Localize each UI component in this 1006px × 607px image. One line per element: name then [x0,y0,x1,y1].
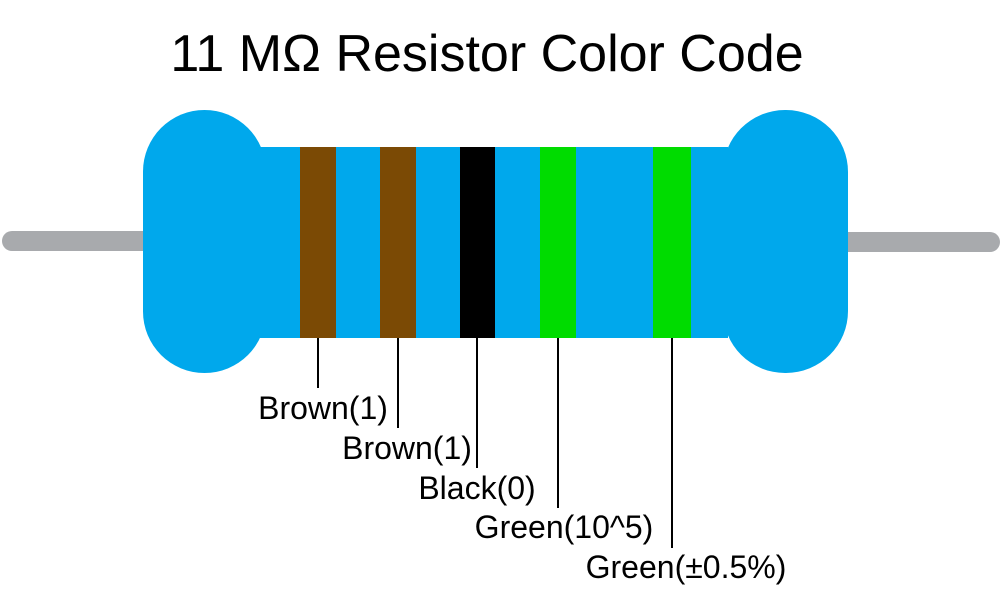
band-1-brown [300,147,336,338]
leader-line-band-4 [557,338,559,508]
band-4-green-multiplier [540,147,576,338]
band-label-4: Green(10^5) [474,509,654,545]
resistor-end-cap-left [143,110,266,373]
leader-line-band-3 [476,338,478,468]
leader-line-band-2 [397,338,399,428]
resistor-lead-left [2,231,145,251]
leader-line-band-5 [671,338,673,548]
band-5-green-tolerance [653,147,691,338]
band-label-5: Green(±0.5%) [585,549,787,585]
band-2-brown [380,147,416,338]
band-3-black [460,147,495,338]
resistor-lead-right [846,232,1000,252]
page-title: 11 MΩ Resistor Color Code [170,25,804,83]
leader-line-band-1 [317,338,319,388]
resistor-end-cap-right [723,110,848,373]
band-label-1: Brown(1) [258,390,388,426]
band-label-3: Black(0) [418,470,536,506]
band-label-2: Brown(1) [342,430,472,466]
